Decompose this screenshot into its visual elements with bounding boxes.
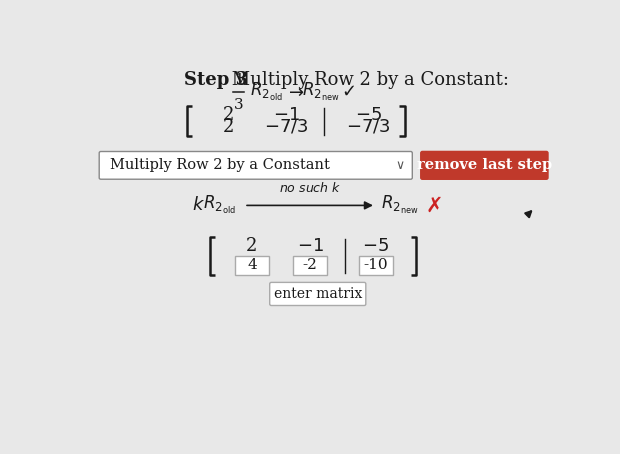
FancyBboxPatch shape <box>99 152 412 179</box>
FancyBboxPatch shape <box>270 282 366 306</box>
Text: 1: 1 <box>234 73 244 87</box>
Text: 4: 4 <box>247 258 257 272</box>
Text: ∨: ∨ <box>396 159 404 172</box>
Text: 2: 2 <box>223 118 234 136</box>
Text: $R_{2_\mathrm{old}}$: $R_{2_\mathrm{old}}$ <box>203 194 236 217</box>
Text: $-7/3$: $-7/3$ <box>346 118 391 136</box>
FancyBboxPatch shape <box>359 256 393 275</box>
Text: $-5$: $-5$ <box>355 106 381 124</box>
Text: $-5$: $-5$ <box>363 237 389 255</box>
Text: ✗: ✗ <box>425 195 443 215</box>
FancyBboxPatch shape <box>420 151 549 180</box>
Text: -10: -10 <box>363 258 388 272</box>
Text: 2: 2 <box>246 237 257 255</box>
FancyBboxPatch shape <box>293 256 327 275</box>
Text: 3: 3 <box>234 98 244 112</box>
Text: ✓: ✓ <box>341 83 356 100</box>
Text: $-1$: $-1$ <box>296 237 324 255</box>
Text: $k$: $k$ <box>192 197 205 214</box>
Text: remove last step: remove last step <box>417 158 552 173</box>
FancyBboxPatch shape <box>235 256 269 275</box>
Text: no such $k$: no such $k$ <box>279 181 341 195</box>
Text: enter matrix: enter matrix <box>273 287 362 301</box>
Text: $\rightarrow$: $\rightarrow$ <box>285 83 305 101</box>
Text: 2: 2 <box>223 106 234 124</box>
Text: Multiply Row 2 by a Constant: Multiply Row 2 by a Constant <box>110 158 330 173</box>
Text: $R_{2_\mathrm{new}}$: $R_{2_\mathrm{new}}$ <box>381 194 418 217</box>
Text: Multiply Row 2 by a Constant:: Multiply Row 2 by a Constant: <box>226 71 509 89</box>
Text: $R_{2_\mathrm{old}}$: $R_{2_\mathrm{old}}$ <box>249 81 282 103</box>
Text: $-7/3$: $-7/3$ <box>265 118 309 136</box>
Text: $-1$: $-1$ <box>273 106 300 124</box>
Text: -2: -2 <box>303 258 317 272</box>
Text: Step 3: Step 3 <box>184 71 248 89</box>
Text: $R_{2_\mathrm{new}}$: $R_{2_\mathrm{new}}$ <box>303 81 340 103</box>
